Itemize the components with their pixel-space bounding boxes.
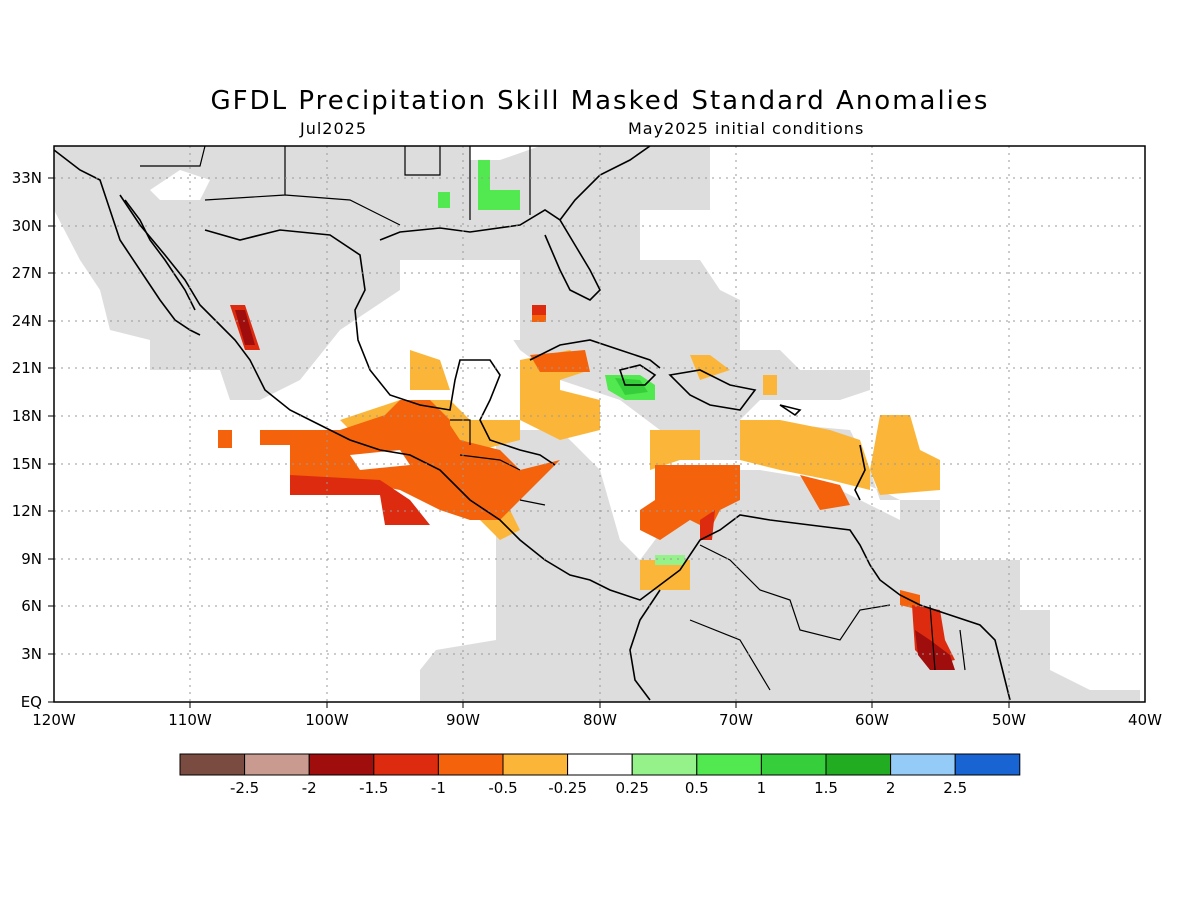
legend-label: 0.5 (685, 779, 709, 797)
map-plot (54, 146, 1145, 702)
legend-label: -0.25 (548, 779, 587, 797)
lat-label: 33N (12, 169, 42, 187)
legend-swatch (437, 753, 504, 776)
legend-swatch (760, 753, 827, 776)
lat-label: 6N (21, 597, 42, 615)
anomaly-shading (218, 160, 955, 670)
legend-swatch (308, 753, 375, 776)
color-bar-labels: -2.5 -2 -1.5 -1 -0.5 -0.25 0.25 0.5 1 1.5 2 2.5 (230, 779, 967, 797)
lon-label: 80W (583, 711, 617, 729)
lat-label: 21N (12, 359, 42, 377)
legend-label: 1.5 (814, 779, 838, 797)
lat-label: 27N (12, 264, 42, 282)
coastlines (54, 146, 1011, 701)
legend-swatch (631, 753, 698, 776)
legend-swatch (954, 753, 1021, 776)
lon-label: 70W (719, 711, 753, 729)
legend-swatch (567, 753, 633, 776)
legend-label: 1 (757, 779, 767, 797)
lon-label: 50W (992, 711, 1026, 729)
legend-swatch (373, 753, 439, 776)
political-borders (140, 146, 966, 691)
legend-label: 0.25 (615, 779, 648, 797)
legend-label: -0.5 (488, 779, 517, 797)
legend-label: -2.5 (230, 779, 259, 797)
lat-ticks (48, 177, 54, 703)
lon-label: 60W (855, 711, 889, 729)
latitude-axis: EQ 3N 6N 9N 12N 15N 18N 21N 24N 27N 30N … (12, 169, 42, 711)
legend-label: 2.5 (943, 779, 967, 797)
initial-conditions-label: May2025 initial conditions (628, 119, 865, 138)
legend-swatch (696, 753, 762, 776)
lon-label: 90W (446, 711, 480, 729)
lon-label: 110W (168, 711, 212, 729)
legend-label: -2 (302, 779, 317, 797)
lat-label: 15N (12, 455, 42, 473)
map-title: GFDL Precipitation Skill Masked Standard… (210, 86, 990, 116)
lat-label: 12N (12, 502, 42, 520)
lat-label: 3N (21, 645, 42, 663)
color-bar (179, 753, 1021, 776)
legend-swatch (179, 753, 246, 776)
longitude-axis: 120W 110W 100W 90W 80W 70W 60W 50W 40W (32, 711, 1162, 729)
lat-label: 18N (12, 407, 42, 425)
lat-label: EQ (21, 693, 42, 711)
legend-label: -1 (431, 779, 446, 797)
legend-label: 2 (886, 779, 896, 797)
lon-label: 120W (32, 711, 76, 729)
legend-label: -1.5 (359, 779, 388, 797)
lat-label: 9N (21, 550, 42, 568)
lon-label: 100W (305, 711, 349, 729)
legend-swatch (890, 753, 956, 776)
lat-label: 30N (12, 217, 42, 235)
gridlines (54, 146, 1145, 702)
lon-ticks (189, 702, 1010, 708)
legend-swatch (825, 753, 892, 776)
valid-month-label: Jul2025 (300, 119, 368, 138)
lat-label: 24N (12, 312, 42, 330)
lon-label: 40W (1128, 711, 1162, 729)
legend-swatch (502, 753, 569, 776)
legend-swatch (244, 753, 310, 776)
